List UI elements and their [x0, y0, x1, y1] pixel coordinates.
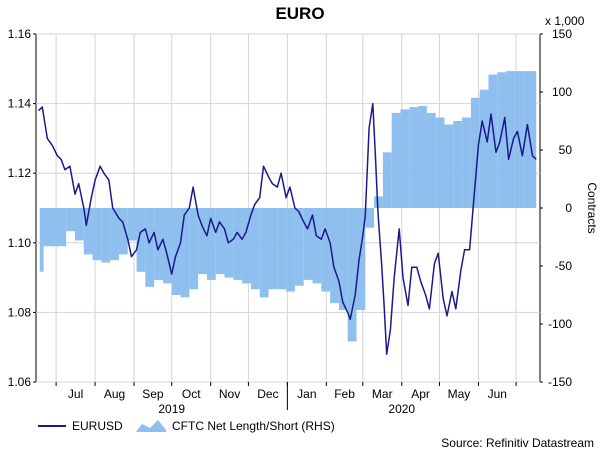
right-axis-label: Contracts: [585, 182, 599, 233]
cftc-step: [497, 72, 507, 208]
axis-ticks: 1.06 1.08 1.10 1.12 1.14 1.16 -150 -100 -50 0 50 10…: [8, 27, 573, 416]
right-tick-label-4: 50: [559, 143, 573, 157]
right-tick-label-0: -150: [548, 375, 572, 389]
x-month-label-3: Oct: [182, 387, 201, 401]
x-month-label-8: Mar: [372, 387, 393, 401]
cftc-area-layer: [39, 71, 537, 342]
cftc-step: [470, 97, 480, 208]
cftc-step: [171, 208, 181, 295]
cftc-step: [259, 208, 269, 298]
x-month-label-0: Jul: [68, 387, 83, 401]
cftc-step: [382, 152, 392, 208]
cftc-step: [453, 121, 463, 208]
x-month-label-1: Aug: [104, 387, 125, 401]
cftc-step: [321, 208, 331, 292]
cftc-step: [418, 105, 427, 208]
cftc-step: [409, 107, 419, 208]
x-month-label-10: May: [448, 387, 471, 401]
source-note: Source: Refinitiv Datastream: [441, 436, 594, 450]
eurusd-line: [37, 102, 537, 355]
cftc-step: [347, 208, 357, 342]
legend-eurusd-label: EURUSD: [72, 419, 123, 433]
right-tick-label-1: -100: [548, 317, 572, 331]
cftc-step: [462, 117, 471, 208]
x-month-label-7: Feb: [334, 387, 355, 401]
chart-title: EURO: [275, 4, 324, 23]
cftc-step: [233, 208, 243, 280]
cftc-step: [66, 208, 75, 232]
right-axis-multiplier: x 1,000: [545, 14, 585, 28]
cftc-step: [356, 208, 366, 311]
right-tick-label-5: 100: [552, 85, 572, 99]
cftc-step: [242, 208, 251, 284]
cftc-step: [136, 208, 146, 272]
cftc-step: [110, 208, 119, 261]
cftc-step: [215, 208, 225, 275]
cftc-step: [162, 208, 172, 284]
x-month-label-2: Sep: [142, 387, 164, 401]
cftc-step: [391, 112, 401, 208]
cftc-step: [506, 71, 515, 209]
cftc-step: [400, 109, 410, 208]
cftc-step: [43, 208, 67, 247]
cftc-step: [118, 208, 128, 255]
eurusd-line-layer: [37, 102, 537, 355]
cftc-step: [303, 208, 313, 280]
left-tick-label-5: 1.16: [8, 27, 32, 41]
cftc-step: [330, 208, 339, 304]
cftc-step: [338, 208, 348, 311]
cftc-step: [294, 208, 304, 286]
cftc-step: [127, 208, 137, 241]
cftc-step: [198, 208, 207, 275]
cftc-step: [189, 208, 199, 290]
left-tick-label-4: 1.14: [8, 97, 32, 111]
x-month-label-11: Jun: [488, 387, 507, 401]
cftc-step: [532, 71, 537, 209]
x-year-label-1: 2020: [388, 402, 415, 416]
cftc-step: [444, 124, 454, 208]
cftc-step: [145, 208, 155, 287]
x-month-label-4: Nov: [219, 387, 240, 401]
cftc-step: [479, 89, 489, 208]
cftc-step: [426, 112, 436, 208]
cftc-step: [39, 208, 44, 272]
x-year-label-0: 2019: [158, 402, 185, 416]
cftc-step: [83, 208, 93, 255]
cftc-step: [312, 208, 322, 284]
left-tick-label-0: 1.06: [8, 375, 32, 389]
cftc-step: [488, 74, 498, 208]
left-tick-label-3: 1.12: [8, 166, 32, 180]
cftc-step: [154, 208, 163, 280]
cftc-step: [250, 208, 260, 290]
cftc-step: [101, 208, 111, 263]
left-tick-label-2: 1.10: [8, 236, 32, 250]
right-tick-label-6: 150: [552, 27, 572, 41]
right-tick-label-2: -50: [555, 259, 573, 273]
right-tick-label-3: 0: [565, 201, 572, 215]
legend-cftc-label: CFTC Net Length/Short (RHS): [172, 419, 335, 433]
cftc-step: [74, 208, 84, 241]
cftc-step: [374, 196, 383, 208]
left-tick-label-1: 1.08: [8, 305, 32, 319]
cftc-step: [180, 208, 190, 298]
x-month-label-9: Apr: [411, 387, 430, 401]
cftc-step: [206, 208, 216, 280]
x-month-label-5: Dec: [257, 387, 278, 401]
legend-cftc-swatch: [136, 420, 166, 432]
legend: EURUSD CFTC Net Length/Short (RHS): [38, 419, 335, 433]
x-month-label-6: Jan: [297, 387, 316, 401]
cftc-step: [92, 208, 102, 261]
cftc-step: [286, 208, 295, 292]
cftc-step: [523, 71, 533, 209]
cftc-step: [268, 208, 278, 290]
cftc-step: [365, 208, 375, 228]
cftc-step: [277, 208, 287, 290]
cftc-step: [435, 117, 445, 208]
